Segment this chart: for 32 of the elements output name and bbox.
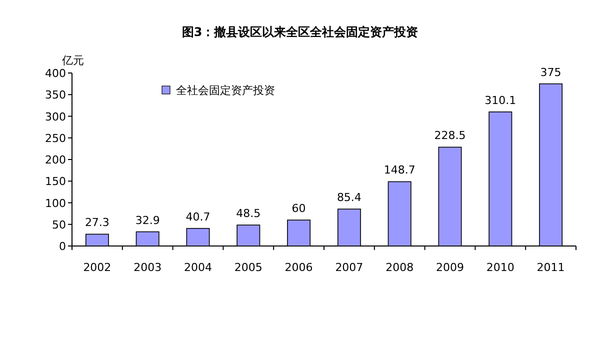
x-tick-label: 2005 xyxy=(234,261,262,274)
x-tick-label: 2002 xyxy=(83,261,112,274)
legend-label: 全社会固定资产投资 xyxy=(176,84,275,97)
y-tick-label: 400 xyxy=(45,67,66,80)
x-tick-label: 2011 xyxy=(536,261,565,274)
data-label: 85.4 xyxy=(336,191,362,204)
y-tick-label: 100 xyxy=(45,196,66,210)
y-tick-label: 150 xyxy=(45,175,66,188)
data-label: 27.3 xyxy=(84,216,110,230)
x-tick-label: 2009 xyxy=(436,261,464,274)
data-label: 48.5 xyxy=(236,207,261,220)
y-tick-label: 250 xyxy=(45,132,66,145)
x-tick-label: 2008 xyxy=(386,261,414,274)
x-tick-label: 2006 xyxy=(284,261,313,274)
data-label: 32.9 xyxy=(135,214,160,227)
data-label: 148.7 xyxy=(384,164,416,177)
y-axis-title: 亿元 xyxy=(61,54,84,67)
y-tick-label: 350 xyxy=(45,88,66,102)
y-tick-label: 0 xyxy=(59,240,66,253)
data-label: 375 xyxy=(540,66,562,79)
y-tick-label: 200 xyxy=(45,154,66,166)
x-tick-label: 2004 xyxy=(184,261,212,274)
x-tick-label: 2007 xyxy=(335,261,364,274)
chart-title: 图3：撤县设区以来全区全社会固定资产投资 xyxy=(182,25,418,39)
data-label: 228.5 xyxy=(434,129,466,142)
data-label: 310.1 xyxy=(484,94,516,107)
y-tick-label: 300 xyxy=(45,110,66,124)
x-tick-label: 2003 xyxy=(134,261,162,274)
data-label: 40.7 xyxy=(186,210,210,224)
data-label: 60 xyxy=(292,202,306,216)
x-tick-label: 2010 xyxy=(486,261,514,274)
y-tick-label: 50 xyxy=(52,218,66,232)
